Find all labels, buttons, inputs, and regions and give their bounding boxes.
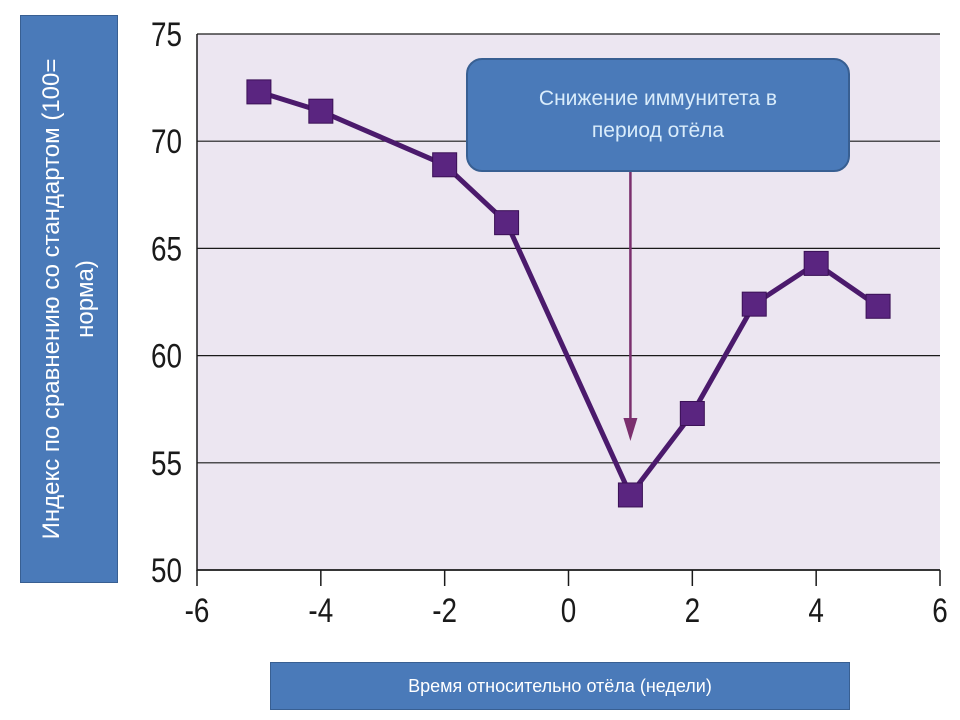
data-point-marker bbox=[246, 79, 272, 105]
x-tick-labels: -6 -4 -2 0 2 4 6 bbox=[185, 591, 948, 629]
annotation-text: Снижение иммунитета в период отёла bbox=[538, 87, 778, 142]
y-axis-label: Индекс по сравнению со стандартом (100= … bbox=[38, 58, 99, 540]
data-point-marker bbox=[741, 291, 767, 317]
y-tick-label: 70 bbox=[151, 123, 182, 161]
data-point-marker bbox=[432, 152, 458, 178]
y-tick-label: 65 bbox=[151, 230, 182, 268]
y-tick-label: 75 bbox=[151, 15, 182, 53]
y-tick-label: 60 bbox=[151, 337, 182, 375]
y-tick-labels: 50 55 60 65 70 75 bbox=[151, 15, 182, 589]
axes bbox=[196, 34, 941, 586]
arrow-head bbox=[623, 418, 638, 441]
y-axis-label-box: Индекс по сравнению со стандартом (100= … bbox=[20, 15, 118, 583]
x-tick-label: -4 bbox=[308, 591, 333, 629]
x-tick-label: 0 bbox=[561, 591, 577, 629]
y-tick-label: 50 bbox=[151, 551, 182, 589]
data-point-marker bbox=[679, 400, 705, 426]
series-group bbox=[246, 79, 891, 508]
x-tick-label: -6 bbox=[185, 591, 210, 629]
x-tick-label: -2 bbox=[432, 591, 457, 629]
data-point-marker bbox=[865, 293, 891, 319]
x-tick-label: 4 bbox=[808, 591, 824, 629]
x-tick-label: 6 bbox=[932, 591, 948, 629]
y-tick-label: 55 bbox=[151, 444, 182, 482]
data-point-marker bbox=[494, 210, 520, 236]
annotation-callout: Снижение иммунитета в период отёла bbox=[466, 58, 850, 172]
data-point-marker bbox=[803, 250, 829, 276]
x-axis-label-box: Время относительно отёла (недели) bbox=[270, 662, 850, 710]
annotation-arrow bbox=[623, 172, 638, 441]
x-tick-label: 2 bbox=[685, 591, 701, 629]
data-point-marker bbox=[308, 98, 334, 124]
data-point-marker bbox=[617, 482, 643, 508]
x-axis-label: Время относительно отёла (недели) bbox=[408, 675, 712, 696]
